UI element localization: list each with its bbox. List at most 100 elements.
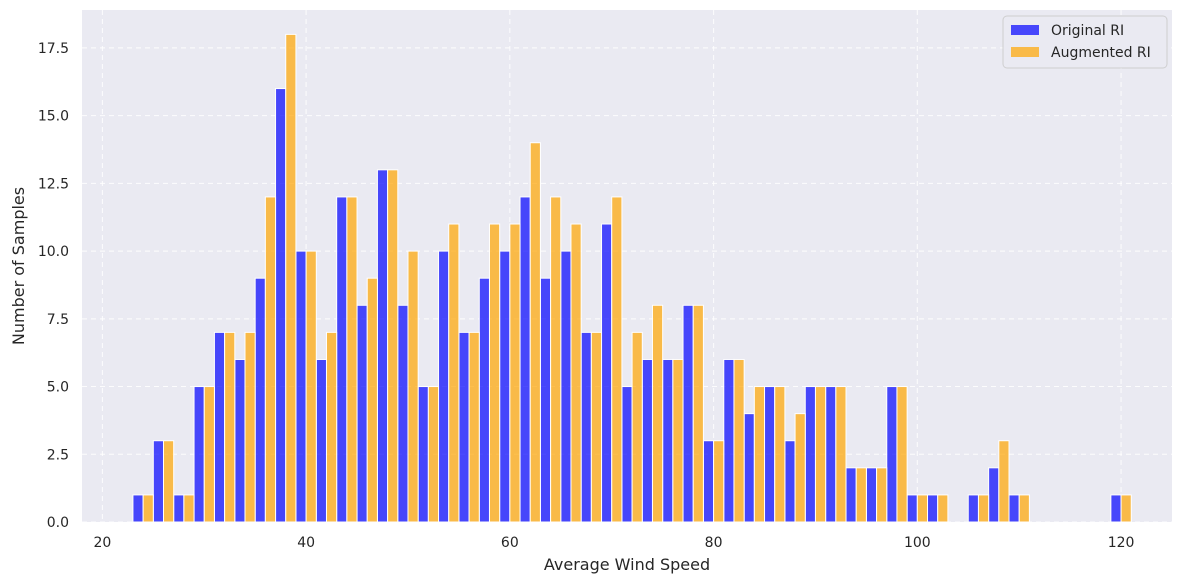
y-tick-label: 10.0 [38,244,69,260]
bar-original [173,494,185,523]
bar-original [417,386,429,523]
bar-original [784,440,796,523]
bar-augmented [896,386,908,523]
bar-augmented [937,494,949,523]
x-tick-label: 100 [904,535,931,551]
bar-augmented [285,33,297,523]
bar-original [1008,494,1020,523]
bar-augmented [203,386,215,523]
bar-augmented [876,467,888,523]
bar-augmented [774,386,786,523]
bar-augmented [387,169,399,523]
y-tick-label: 2.5 [47,447,69,463]
bar-augmented [794,413,806,523]
x-tick-label: 60 [501,535,519,551]
bar-original [478,277,490,523]
legend-box [1002,15,1168,69]
bar-original [764,386,776,523]
bar-original [601,223,613,523]
bar-original [275,88,287,523]
bar-augmented [672,358,684,523]
bar-original [397,304,409,523]
bar-augmented [713,440,725,523]
bar-augmented [590,331,603,523]
bar-augmented [631,331,643,523]
bar-original [743,413,755,523]
bar-augmented [264,196,277,523]
bar-augmented [977,494,990,523]
bar-original [825,386,837,523]
bar-original [376,169,389,523]
y-tick-label: 0.0 [47,515,69,531]
bar-original [927,494,939,523]
bar-augmented [407,250,419,523]
bar-original [621,386,633,523]
y-tick-label: 17.5 [38,41,69,57]
legend-label-augmented: Augmented RI [1051,45,1151,61]
y-tick-label: 7.5 [47,312,69,328]
bar-augmented [244,331,256,523]
bar-augmented [427,386,440,523]
bar-original [906,494,918,523]
bar-original [458,331,470,523]
bar-augmented [448,223,460,523]
bar-augmented [183,494,195,523]
x-tick-label: 20 [93,535,111,551]
bar-augmented [651,304,664,523]
bar-original [356,304,368,523]
bar-augmented [509,223,521,523]
bar-original [988,467,1000,523]
bar-original [499,250,511,523]
bar-augmented [162,440,175,523]
bar-original [865,467,878,523]
bar-augmented [142,494,154,523]
bar-augmented [835,386,847,523]
bar-original [580,331,592,523]
x-axis-label: Average Wind Speed [544,555,710,574]
bar-original [560,250,572,523]
bar-augmented [488,223,501,523]
y-tick-label: 12.5 [38,176,69,192]
bar-original [336,196,348,523]
bar-original [152,440,164,523]
bar-augmented [733,358,745,523]
bar-augmented [325,331,338,523]
legend-swatch-augmented [1011,47,1039,57]
y-tick-label: 15.0 [38,109,69,125]
bar-original [234,358,246,523]
y-axis-label: Number of Samples [9,187,28,345]
bar-original [682,304,694,523]
bar-original [539,277,552,523]
bar-original [967,494,979,523]
bar-original [213,331,226,523]
bar-augmented [753,386,766,523]
bar-original [132,494,144,523]
bar-augmented [611,196,623,523]
bar-augmented [1120,494,1132,523]
y-tick-label: 5.0 [47,380,69,396]
bar-original [193,386,205,523]
bar-augmented [916,494,929,523]
bar-original [845,467,857,523]
bar-augmented [550,196,562,523]
x-tick-label: 40 [297,535,315,551]
bar-original [295,250,307,523]
bar-augmented [529,142,541,523]
bar-original [886,386,898,523]
x-tick-label: 80 [705,535,723,551]
bar-original [641,358,653,523]
bar-augmented [814,386,827,523]
bar-augmented [346,196,358,523]
bar-augmented [692,304,704,523]
bar-augmented [305,250,317,523]
x-tick-label: 120 [1108,535,1135,551]
y-ticks: 0.0 2.5 5.0 7.5 10.0 12.5 15.0 17.5 [38,41,69,531]
bar-original [1110,494,1122,523]
legend: Original RI Augmented RI [1002,15,1168,69]
bar-augmented [366,277,378,523]
bar-original [519,196,531,523]
bar-original [438,250,450,523]
bars [132,33,1132,523]
bar-augmented [1018,494,1030,523]
